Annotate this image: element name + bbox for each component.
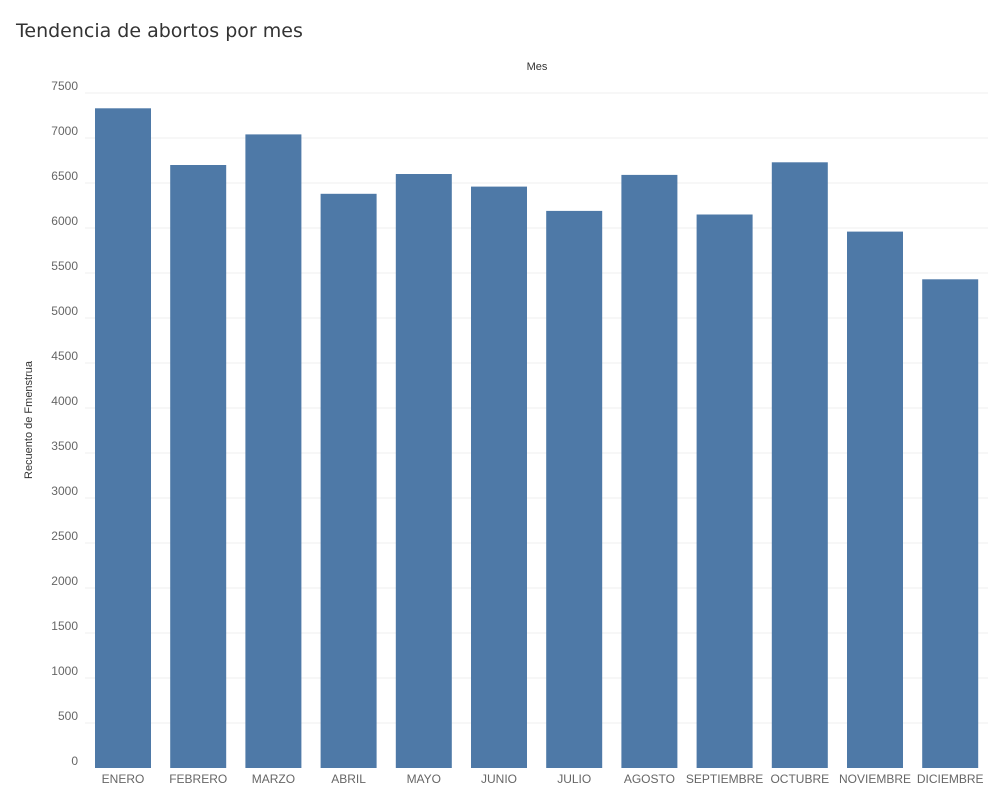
y-tick-label: 2000 xyxy=(51,574,78,588)
y-tick-label: 3500 xyxy=(51,439,78,453)
x-tick-label: DICIEMBRE xyxy=(917,772,984,786)
bar-agosto[interactable] xyxy=(621,174,678,768)
gridlines xyxy=(85,92,988,724)
y-tick-label: 3000 xyxy=(51,484,78,498)
x-tick-label: JULIO xyxy=(557,772,591,786)
x-tick-label: MARZO xyxy=(252,772,295,786)
y-tick-label: 6500 xyxy=(51,169,78,183)
y-tick-label: 6000 xyxy=(51,214,78,228)
bar-junio[interactable] xyxy=(471,186,527,769)
x-tick-label: AGOSTO xyxy=(624,772,675,786)
x-tick-label: SEPTIEMBRE xyxy=(686,772,763,786)
bars xyxy=(95,108,979,769)
y-axis-ticks: 0 500 1000 1500 2000 2500 3000 3500 4000 4500 5000… xyxy=(51,79,78,768)
y-tick-label: 0 xyxy=(71,754,78,768)
bar-noviembre[interactable] xyxy=(847,231,903,769)
y-tick-label: 5500 xyxy=(51,259,78,273)
bar-febrero[interactable] xyxy=(170,165,227,768)
bar-septiembre[interactable] xyxy=(696,214,753,769)
bar-diciembre[interactable] xyxy=(922,279,979,768)
bar-marzo[interactable] xyxy=(245,134,302,768)
y-tick-label: 4000 xyxy=(51,394,78,408)
bar-abril[interactable] xyxy=(320,193,377,769)
y-tick-label: 1500 xyxy=(51,619,78,633)
x-tick-label: MAYO xyxy=(407,772,441,786)
y-axis-title: Recuento de Fmenstrua xyxy=(23,360,35,479)
y-tick-label: 2500 xyxy=(51,529,78,543)
x-tick-label: ABRIL xyxy=(331,772,366,786)
bar-octubre[interactable] xyxy=(771,162,828,769)
bar-enero[interactable] xyxy=(95,108,151,769)
y-tick-label: 7500 xyxy=(51,79,78,93)
x-tick-label: OCTUBRE xyxy=(770,772,829,786)
bar-mayo[interactable] xyxy=(395,174,452,768)
x-tick-label: FEBRERO xyxy=(169,772,227,786)
x-axis-title: Mes xyxy=(527,61,548,73)
y-tick-label: 7000 xyxy=(51,124,78,138)
x-tick-label: ENERO xyxy=(102,772,145,786)
y-tick-label: 500 xyxy=(58,709,78,723)
x-axis-ticks: ENERO FEBRERO MARZO ABRIL MAYO JUNIO JULIO AGOS… xyxy=(102,772,984,786)
y-tick-label: 4500 xyxy=(51,349,78,363)
y-tick-label: 1000 xyxy=(51,664,78,678)
bar-julio[interactable] xyxy=(546,210,603,768)
x-tick-label: JUNIO xyxy=(481,772,517,786)
y-tick-label: 5000 xyxy=(51,304,78,318)
x-tick-label: NOVIEMBRE xyxy=(839,772,911,786)
chart-title: Tendencia de abortos por mes xyxy=(16,20,303,42)
